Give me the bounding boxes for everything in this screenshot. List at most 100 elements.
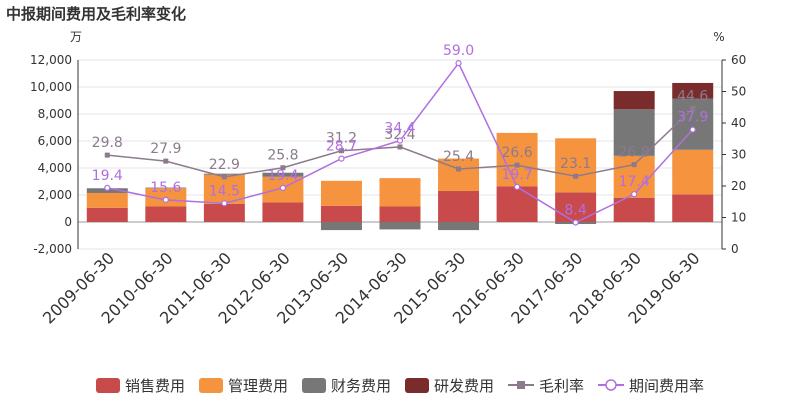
legend-marker-expense-ratio [598,379,625,391]
data-label-1: 19.7 [502,167,533,183]
marker-0 [631,162,637,168]
marker-0 [163,158,169,164]
data-label-1: 8.4 [565,203,587,219]
legend-swatch-admin [198,377,223,393]
marker-1 [513,183,521,191]
right-tick-label: 40 [731,116,746,130]
bar-3 [672,82,714,99]
legend-swatch-finance [301,377,326,393]
left-tick-label: -2,000 [33,242,72,256]
bar-2 [262,172,304,177]
legend-item-expense-ratio[interactable]: 期间费用率 [598,375,704,396]
bar-0 [145,206,187,222]
legend-item-rnd[interactable]: 研发费用 [405,375,494,396]
left-axis: -2,000 0 2,000 4,000 6,000 8,000 10,000 12,000 万 [30,30,82,256]
right-tick-label: 20 [731,179,746,193]
legend-marker-gross-margin [508,381,535,389]
bar-series [86,82,714,231]
left-tick-label: 6,000 [38,134,72,148]
left-tick-label: 4,000 [38,161,72,175]
left-tick-label: 0 [64,215,72,229]
marker-1 [221,200,228,207]
legend-swatch-rnd [405,377,429,393]
marker-1 [104,184,111,191]
bar-0 [320,205,362,222]
marker-1 [279,184,287,191]
marker-1 [572,219,579,226]
marker-0 [456,166,462,172]
legend-item-finance[interactable]: 财务费用 [301,375,391,396]
bar-0 [379,206,421,222]
bar-0 [555,192,597,222]
marker-1 [455,60,462,67]
data-label-0: 26.8 [619,145,650,161]
marker-0 [104,152,110,158]
legend-label-admin: 管理费用 [227,376,288,395]
data-label-0: 29.8 [92,135,123,151]
bar-1 [86,192,128,208]
right-tick-label: 60 [731,53,746,67]
bar-0 [613,197,655,222]
right-axis-unit: % [713,30,724,44]
legend-label-gross-margin: 毛利率 [539,376,585,395]
data-label-1: 17.4 [619,174,650,190]
bar-3 [613,91,655,110]
data-label-0: 25.8 [267,148,298,164]
marker-1 [689,126,696,133]
legend-label-expense-ratio: 期间费用率 [629,376,705,395]
data-label-1: 14.5 [209,183,240,199]
data-label-1: 15.6 [150,180,181,196]
bar-0 [203,203,245,222]
legend-label-rnd: 研发费用 [434,376,495,395]
bar-2 [613,109,655,156]
data-label-1: 59.0 [443,43,474,59]
left-tick-label: 10,000 [30,80,72,94]
left-axis-unit: 万 [70,30,82,44]
bar-1 [555,138,597,193]
marker-0 [338,148,344,154]
data-label-1: 28.7 [326,139,357,155]
legend-item-sales[interactable]: 销售费用 [95,375,185,396]
right-tick-label: 10 [731,211,746,225]
bar-2 [145,187,187,189]
marker-1 [162,196,169,203]
bar-1 [203,174,245,204]
bar-0 [86,207,128,222]
legend: 销售费用 管理费用 财务费用 研发费用 毛利率 期间费用率 [0,372,800,398]
bar-0 [496,186,538,222]
left-tick-label: 12,000 [30,53,72,67]
right-axis: 0 10 20 30 40 50 60% [713,30,746,256]
bar-2 [320,222,362,231]
data-label-1: 37.9 [677,110,708,126]
data-label-1: 19.4 [92,168,123,184]
left-tick-label: 8,000 [38,107,72,121]
left-tick-label: 2,000 [38,188,72,202]
x-axis-labels: 2009-06-302010-06-302011-06-302012-06-30… [39,248,704,327]
legend-label-sales: 销售费用 [124,376,185,395]
marker-1 [396,137,404,144]
bar-2 [379,222,421,230]
chart-title: 中报期间费用及毛利率变化 [6,5,187,23]
legend-item-gross-margin[interactable]: 毛利率 [508,375,584,396]
data-label-0: 27.9 [150,141,181,157]
data-label-0: 31.2 [326,131,357,147]
marker-0 [690,106,696,112]
marker-0 [573,173,579,179]
legend-swatch-sales [95,377,120,393]
bar-0 [438,190,480,222]
bar-1 [320,180,362,206]
right-tick-label: 50 [731,85,746,99]
data-label-1: 34.4 [384,121,415,137]
data-label-0: 44.6 [677,89,708,105]
chart: -2,000 0 2,000 4,000 6,000 8,000 10,000 12,000 万… [30,30,746,328]
marker-1 [631,191,638,198]
bar-2 [438,222,480,231]
right-tick-label: 0 [731,242,739,256]
bar-2 [203,173,245,175]
data-label-0: 26.6 [502,145,533,161]
bar-0 [262,202,304,222]
legend-item-admin[interactable]: 管理费用 [198,375,288,396]
marker-0 [397,144,403,150]
data-label-0: 23.1 [560,156,591,172]
marker-0 [221,174,227,180]
